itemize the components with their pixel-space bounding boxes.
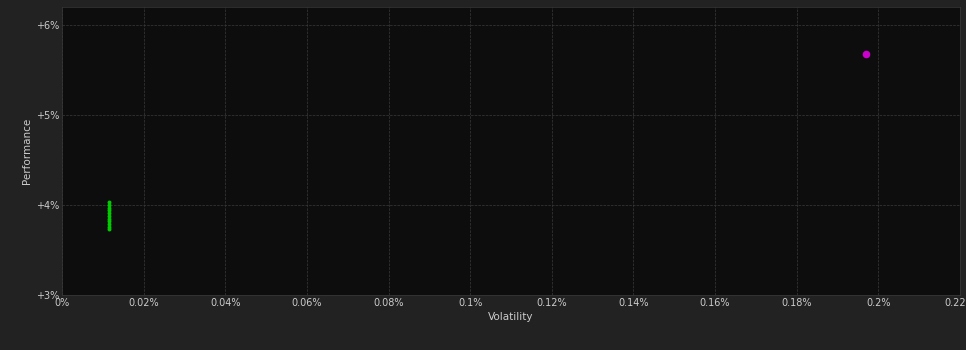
Point [859, 51, 874, 57]
Point [101, 208, 117, 213]
Point [101, 216, 117, 221]
Point [101, 202, 117, 208]
Point [101, 218, 117, 224]
Point [101, 213, 117, 219]
Point [101, 221, 117, 227]
Y-axis label: Performance: Performance [21, 118, 32, 184]
Point [101, 199, 117, 205]
Point [101, 226, 117, 232]
X-axis label: Volatility: Volatility [488, 312, 534, 322]
Point [101, 205, 117, 210]
Point [101, 210, 117, 216]
Point [101, 224, 117, 229]
